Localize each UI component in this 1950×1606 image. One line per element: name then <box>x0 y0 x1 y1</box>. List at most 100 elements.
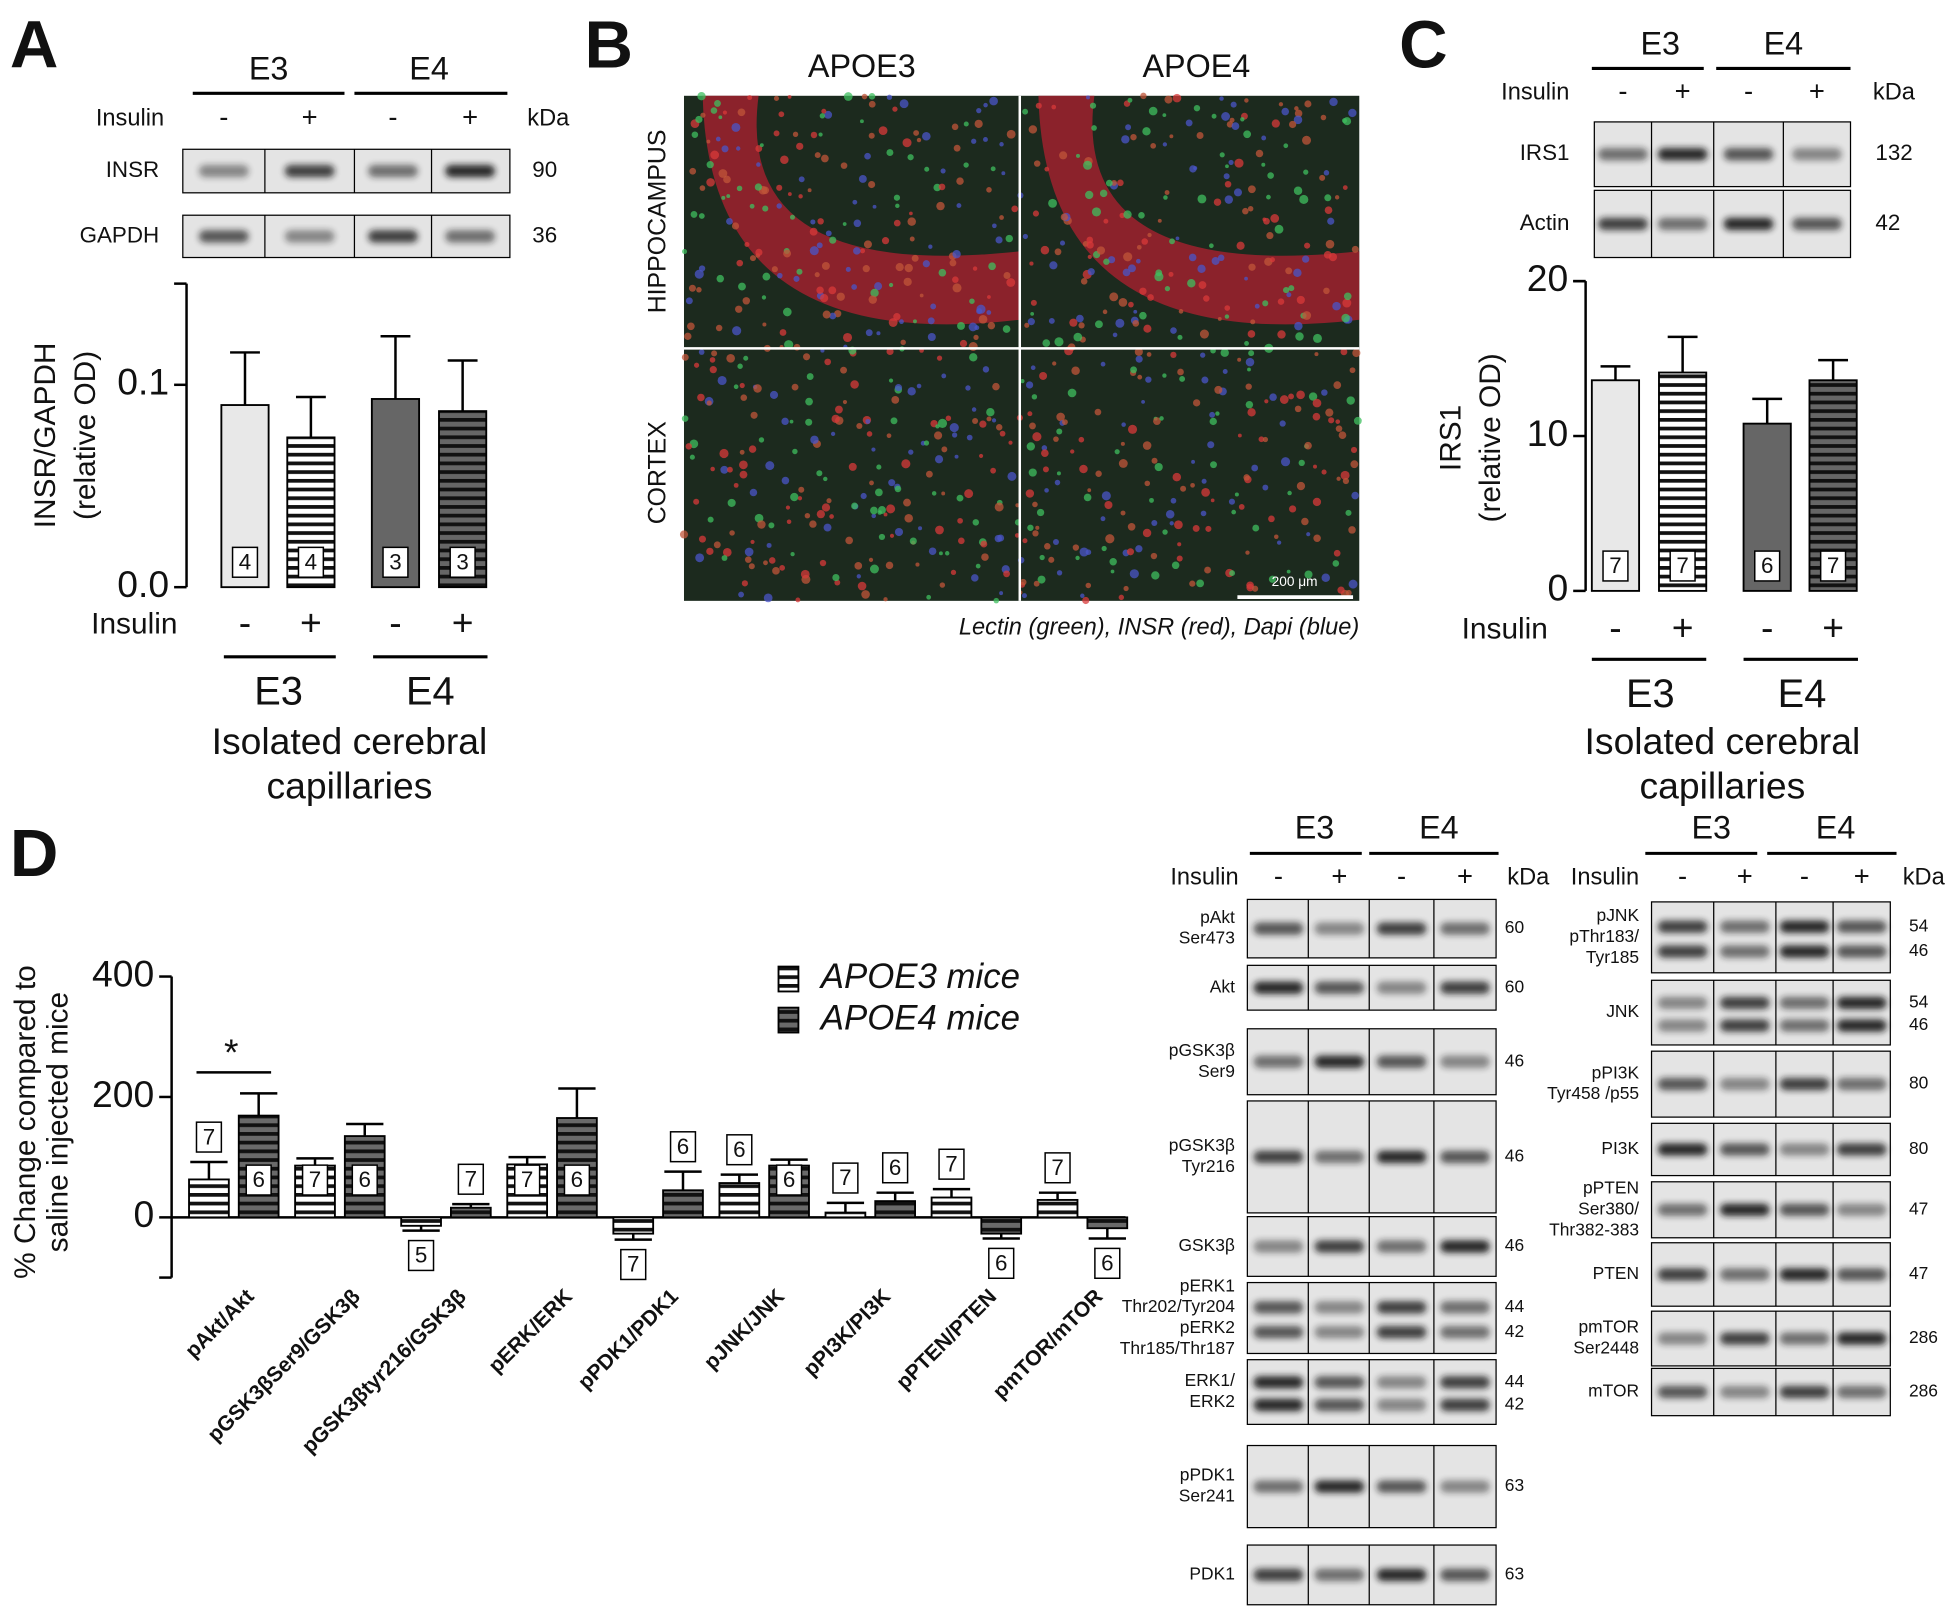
cell <box>1128 301 1134 308</box>
cell <box>842 222 847 226</box>
cell <box>768 557 776 564</box>
blot-row-label: Thr382-383 <box>1549 1219 1639 1239</box>
cell <box>1234 492 1239 497</box>
cell <box>931 491 937 496</box>
y-axis-label: (relative OD) <box>69 351 102 520</box>
cell <box>872 204 877 209</box>
cell <box>926 470 933 478</box>
cell <box>881 237 890 245</box>
cell <box>1170 497 1177 504</box>
cell <box>1019 578 1027 586</box>
cell <box>983 137 988 142</box>
cell <box>1008 440 1013 445</box>
cell <box>951 123 959 131</box>
band <box>1253 981 1304 994</box>
lane-label: - <box>219 102 228 133</box>
cell <box>1180 485 1187 492</box>
footer: Isolated cerebral <box>1585 720 1861 762</box>
lane-label: - <box>1618 76 1627 107</box>
cell <box>1069 318 1078 327</box>
cell <box>1323 287 1330 295</box>
kda-label: 46 <box>1909 1014 1928 1034</box>
cell <box>924 166 930 172</box>
band <box>1719 920 1770 933</box>
cell <box>1200 510 1207 517</box>
group-label: E3 <box>254 670 303 714</box>
kda-label: 44 <box>1505 1371 1525 1391</box>
cell <box>1177 334 1183 340</box>
band <box>1779 1203 1830 1217</box>
band <box>1314 1055 1365 1068</box>
cell <box>926 594 932 600</box>
cell <box>814 272 820 278</box>
cell <box>707 516 714 523</box>
cell <box>972 266 978 271</box>
cell <box>938 268 947 277</box>
cell <box>1224 195 1234 204</box>
blot-row-label: pPTEN <box>1583 1177 1639 1197</box>
lane-label: + <box>1457 860 1473 891</box>
significance: * <box>224 1031 239 1073</box>
cell <box>1085 582 1092 589</box>
band <box>1719 1203 1770 1217</box>
cell <box>821 154 829 163</box>
band <box>1836 996 1887 1010</box>
cell <box>1143 324 1152 333</box>
cell <box>803 353 811 361</box>
cell <box>1340 470 1350 480</box>
cell <box>1083 160 1093 170</box>
caption: Lectin (green), INSR (red), Dapi (blue) <box>959 614 1359 640</box>
blot-row-label: PI3K <box>1601 1138 1639 1158</box>
cell <box>1283 286 1290 294</box>
cell <box>1328 252 1338 262</box>
cell <box>710 107 718 114</box>
cell <box>997 534 1005 542</box>
cell <box>899 99 909 109</box>
cell <box>1211 257 1220 265</box>
cell <box>805 418 813 426</box>
n-box <box>1819 550 1847 582</box>
band <box>1836 1203 1887 1217</box>
cell <box>1245 383 1252 390</box>
cell <box>809 246 819 256</box>
cell <box>1288 393 1295 400</box>
cell <box>861 93 868 100</box>
x-title: Insulin <box>1501 80 1569 106</box>
cell <box>945 415 952 421</box>
cell <box>956 177 964 185</box>
cell <box>1142 127 1151 136</box>
cell <box>864 152 871 160</box>
cell <box>888 378 894 383</box>
kda-label: 90 <box>532 157 557 182</box>
cell <box>1314 352 1319 357</box>
cell <box>1251 464 1259 472</box>
cell <box>1199 329 1209 339</box>
cell <box>1027 524 1034 531</box>
band <box>1836 920 1887 933</box>
n-box <box>297 546 325 578</box>
hippocampus-layer <box>1038 95 1360 325</box>
blot-row-label: IRS1 <box>1520 140 1570 165</box>
band <box>1723 217 1774 231</box>
cell <box>894 527 904 537</box>
band <box>1657 1268 1708 1281</box>
group-label: E4 <box>1419 809 1459 845</box>
unit-label: kDa <box>1507 864 1550 890</box>
cell <box>1164 95 1173 104</box>
cell <box>689 167 697 175</box>
cell <box>1200 352 1206 358</box>
cell <box>934 455 944 464</box>
cell <box>1011 205 1019 213</box>
cell <box>820 348 825 353</box>
cell <box>1338 431 1347 440</box>
cell <box>793 275 800 282</box>
cell <box>860 492 867 500</box>
cell <box>822 310 831 319</box>
cell <box>1086 95 1090 100</box>
cell <box>1171 561 1180 570</box>
cell <box>949 423 959 433</box>
cell <box>1029 422 1036 430</box>
band <box>1719 1077 1770 1091</box>
cell <box>1100 361 1106 367</box>
cell <box>1295 332 1304 341</box>
